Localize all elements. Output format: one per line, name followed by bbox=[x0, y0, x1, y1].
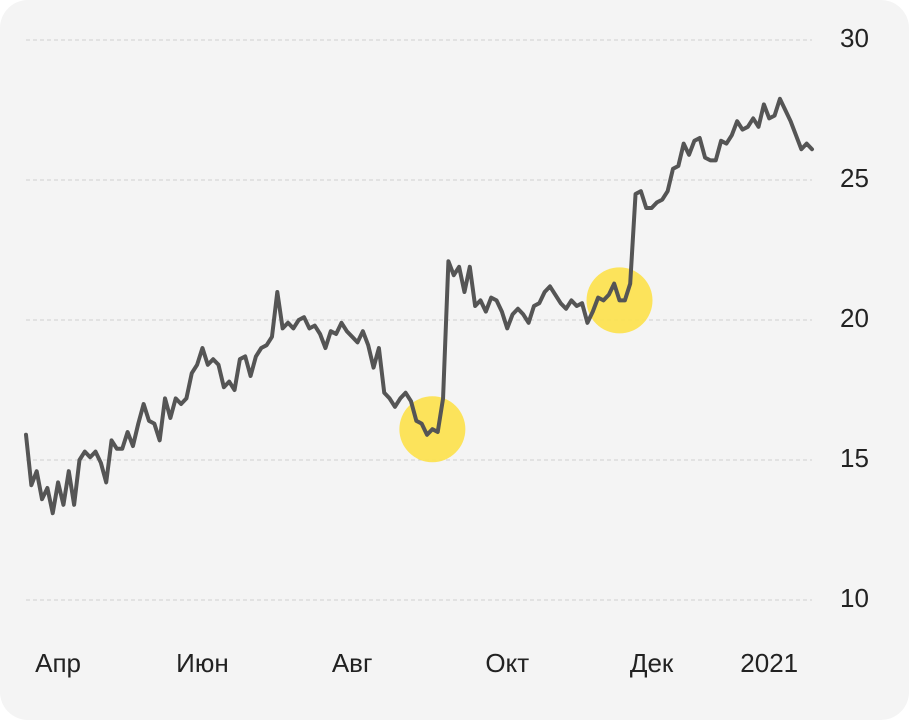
price-line bbox=[24, 96, 814, 516]
y-tick-label: 25 bbox=[840, 163, 869, 193]
x-tick-label: Июн bbox=[176, 648, 229, 678]
y-tick-label: 20 bbox=[840, 303, 869, 333]
x-tick-label: Авг bbox=[332, 648, 373, 678]
y-tick-label: 15 bbox=[840, 443, 869, 473]
x-tick-label: Апр bbox=[35, 648, 81, 678]
x-tick-label: Окт bbox=[485, 648, 529, 678]
x-tick-label: Дек bbox=[630, 648, 674, 678]
y-tick-label: 30 bbox=[840, 23, 869, 53]
x-tick-label: 2021 bbox=[740, 648, 798, 678]
y-tick-label: 10 bbox=[840, 583, 869, 613]
